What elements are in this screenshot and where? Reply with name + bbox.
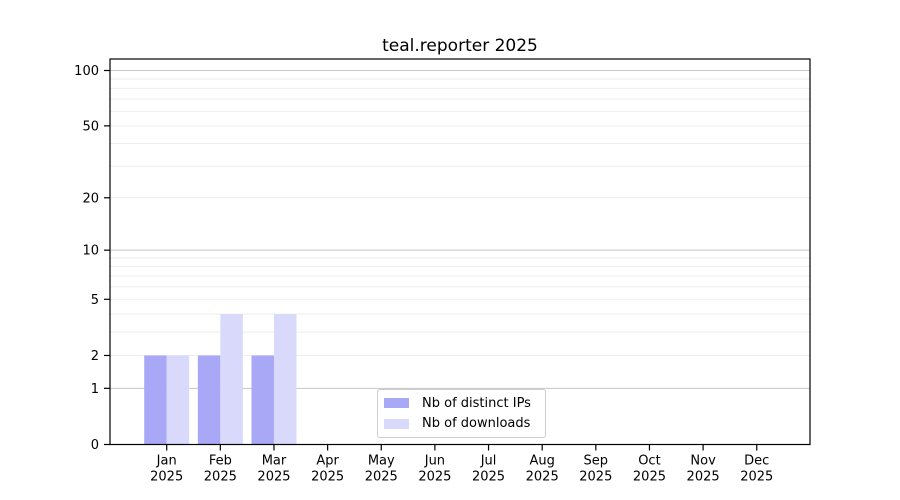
x-tick-label-month-aug: Aug <box>529 454 554 469</box>
legend-label-downloads: Nb of downloads <box>422 416 531 432</box>
bar-jan-nb-of-distinct-ips <box>144 355 167 445</box>
bar-mar-nb-of-downloads <box>273 314 297 445</box>
x-tick-label-year-jun: 2025 <box>418 470 451 485</box>
x-tick-label-year-sep: 2025 <box>579 470 612 485</box>
x-tick-label-year-mar: 2025 <box>257 470 290 485</box>
bar-jan-nb-of-downloads <box>166 355 190 445</box>
axes-box <box>109 58 811 446</box>
x-tick-label-year-nov: 2025 <box>687 470 720 485</box>
y-tick-label-100: 100 <box>74 64 99 79</box>
x-tick-label-year-aug: 2025 <box>526 470 559 485</box>
legend: Nb of distinct IPs Nb of downloads <box>377 389 546 438</box>
bar-feb-nb-of-distinct-ips <box>197 355 221 445</box>
bar-feb-nb-of-downloads <box>220 314 243 445</box>
x-tick-label-year-jan: 2025 <box>150 470 183 485</box>
x-tick-label-month-jun: Jun <box>424 454 445 469</box>
y-tick-label-1: 1 <box>91 382 99 397</box>
y-tick-label-5: 5 <box>91 293 99 308</box>
x-tick-label-year-jul: 2025 <box>472 470 505 485</box>
chart-title: teal.reporter 2025 <box>382 36 538 56</box>
x-tick-label-month-dec: Dec <box>744 454 769 469</box>
x-tick-label-year-may: 2025 <box>365 470 398 485</box>
x-tick-label-month-apr: Apr <box>316 454 339 469</box>
x-tick-label-month-jan: Jan <box>156 454 177 469</box>
y-tick-label-10: 10 <box>82 244 99 259</box>
x-tick-label-year-feb: 2025 <box>204 470 237 485</box>
legend-swatch-downloads <box>384 418 409 429</box>
legend-item-downloads: Nb of downloads <box>384 416 545 431</box>
x-tick-label-month-may: May <box>368 454 395 469</box>
x-tick-label-year-dec: 2025 <box>740 470 773 485</box>
x-tick-label-month-sep: Sep <box>584 454 609 469</box>
bar-mar-nb-of-distinct-ips <box>251 355 274 445</box>
x-tick-label-month-jul: Jul <box>480 454 497 469</box>
x-tick-label-year-oct: 2025 <box>633 470 666 485</box>
y-tick-label-0: 0 <box>91 438 99 453</box>
y-tick-label-20: 20 <box>82 191 99 206</box>
x-tick-label-year-apr: 2025 <box>311 470 344 485</box>
x-tick-label-month-nov: Nov <box>690 454 716 469</box>
legend-item-distinct-ips: Nb of distinct IPs <box>384 396 545 411</box>
legend-label-distinct-ips: Nb of distinct IPs <box>422 395 531 411</box>
x-tick-label-month-oct: Oct <box>638 454 660 469</box>
x-tick-label-month-feb: Feb <box>209 454 232 469</box>
y-tick-label-2: 2 <box>91 349 99 364</box>
y-tick-label-50: 50 <box>82 119 99 134</box>
legend-swatch-distinct-ips <box>384 398 409 409</box>
x-tick-label-month-mar: Mar <box>262 454 287 469</box>
